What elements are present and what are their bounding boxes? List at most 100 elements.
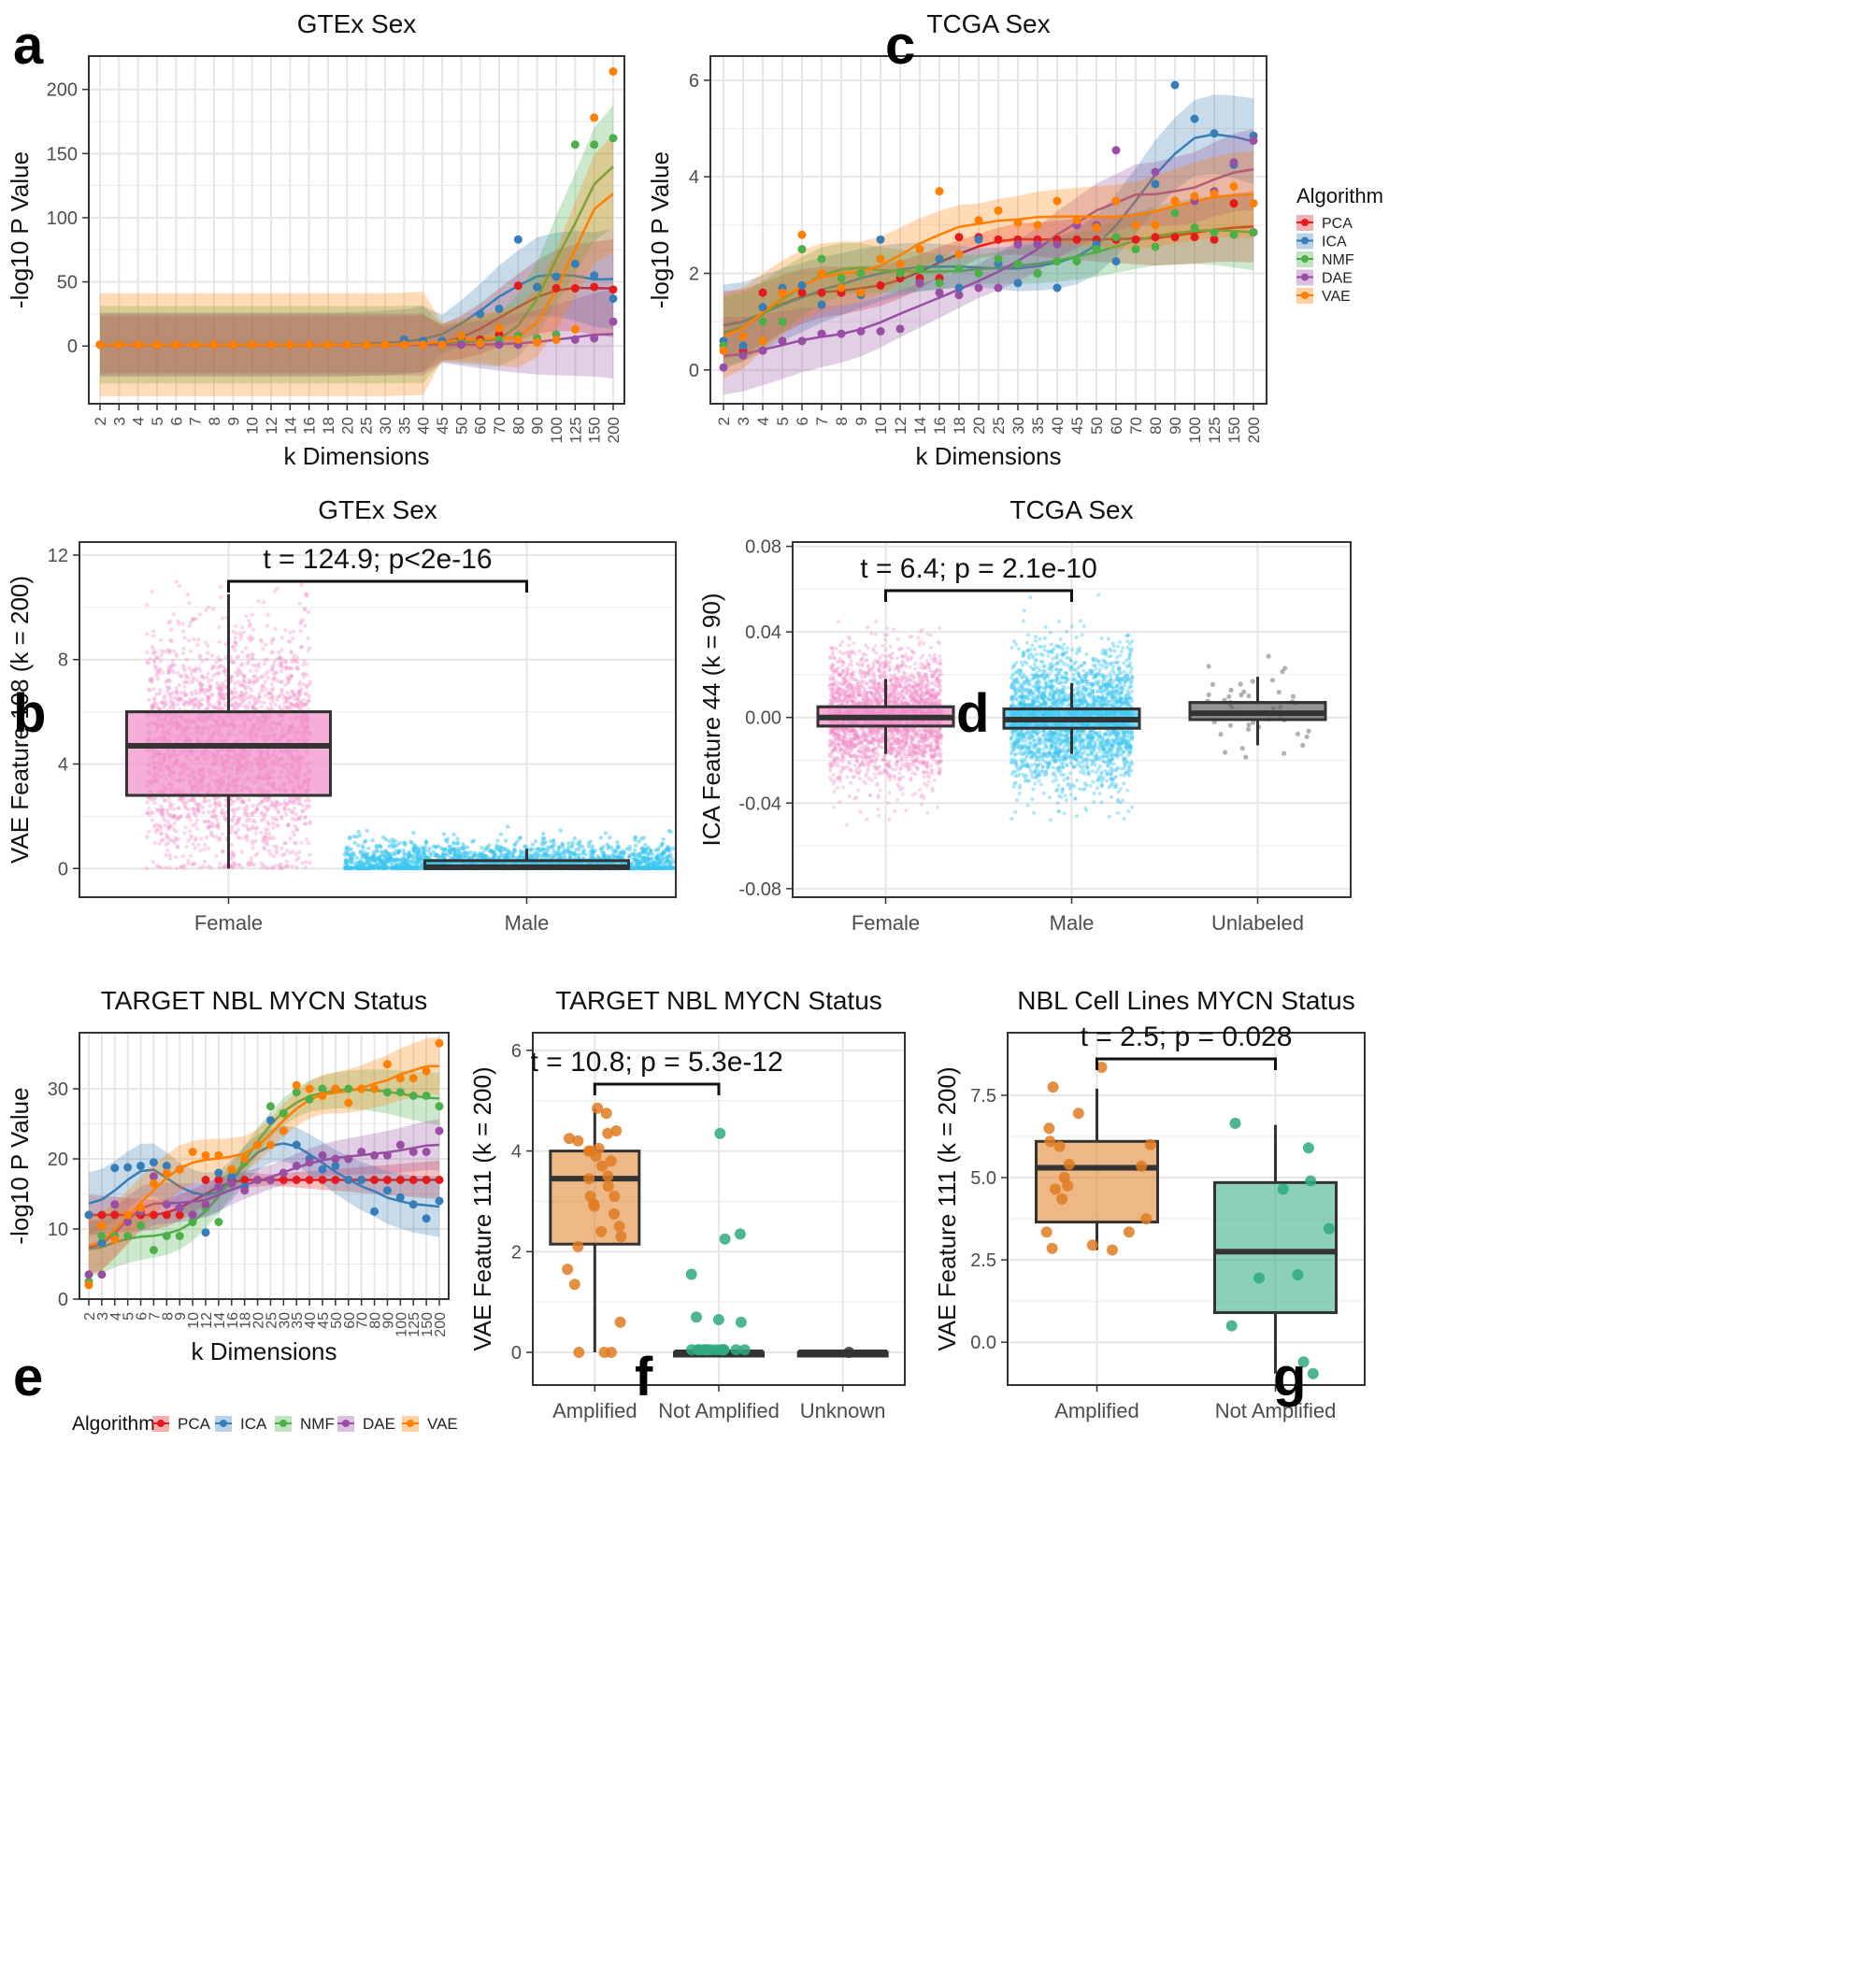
data-point-amplified (564, 1133, 575, 1145)
data-point-amplified (568, 1279, 580, 1291)
data-point-ica (1190, 114, 1199, 123)
data-point-not-amplified (719, 1233, 731, 1245)
data-point-dae (149, 1172, 158, 1181)
box-amplified (1035, 1139, 1159, 1224)
data-point-dae (1033, 240, 1042, 249)
data-point-dae (1111, 146, 1121, 155)
x-tick-label: 16 (301, 417, 319, 435)
x-tick-label: Not Amplified (1215, 1399, 1337, 1422)
data-point-pca (994, 235, 1003, 244)
x-tick-label: Female (852, 911, 920, 935)
data-point-dae (1151, 167, 1160, 177)
data-point-ica (738, 341, 748, 350)
data-point-vae (266, 340, 276, 350)
panel-label-f: f (635, 1347, 653, 1407)
data-point-amplified (1044, 1136, 1056, 1148)
data-point-vae (97, 1221, 107, 1230)
data-point-vae (380, 340, 390, 350)
x-tick-label: 50 (1088, 417, 1106, 435)
y-axis-label: -log10 P Value (6, 1087, 34, 1244)
data-point-nmf (895, 269, 905, 278)
x-tick-label: 14 (212, 1312, 228, 1329)
x-tick-label: 70 (355, 1312, 371, 1329)
data-point-ica (227, 1172, 236, 1181)
data-point-vae (95, 340, 105, 350)
legend-label-pca: PCA (178, 1415, 211, 1433)
data-point-nmf (1033, 269, 1042, 278)
x-tick-label: 6 (167, 417, 185, 425)
data-point-ica (408, 1200, 418, 1209)
data-point-dae (395, 1140, 405, 1150)
data-point-pca (240, 1176, 250, 1184)
data-point-vae (152, 340, 162, 350)
legend-label-ica: ICA (1322, 235, 1347, 250)
data-point-nmf (1151, 242, 1160, 251)
data-point-vae (533, 337, 542, 347)
data-point-pca (1151, 233, 1160, 242)
data-point-not-amplified (1292, 1269, 1304, 1280)
data-point-nmf (570, 140, 580, 150)
data-point-dae (370, 1150, 379, 1160)
data-point-vae (191, 340, 200, 350)
data-point-vae (399, 340, 408, 350)
data-point-dae (738, 350, 748, 360)
y-tick-label: 4 (689, 167, 699, 188)
y-tick-label: 0 (689, 361, 699, 381)
x-tick-label: 100 (394, 1312, 409, 1337)
y-tick-label: 0 (58, 1290, 68, 1310)
x-tick-label: 30 (1010, 417, 1027, 435)
data-point-dae (797, 336, 807, 346)
data-point-not-amplified (717, 1344, 729, 1356)
data-point-vae (123, 1210, 133, 1220)
x-tick-label: 80 (509, 417, 527, 435)
data-point-amplified (1062, 1179, 1074, 1192)
data-point-not-amplified (734, 1228, 746, 1240)
confidence-band-nmf (89, 1069, 439, 1277)
data-point-not-amplified (692, 1344, 704, 1356)
x-tick-label: 12 (199, 1312, 215, 1329)
data-point-nmf (123, 1232, 133, 1240)
trend-line-ica (88, 1142, 440, 1208)
y-axis-label: -log10 P Value (646, 151, 674, 308)
data-point-vae (188, 1148, 197, 1156)
data-point-nmf (778, 317, 787, 326)
data-point-dae (240, 1186, 250, 1195)
data-point-pca (279, 1176, 288, 1184)
data-point-amplified (1046, 1242, 1058, 1254)
data-point-dae (201, 1200, 210, 1209)
y-tick-label: 0.04 (745, 622, 781, 643)
data-point-pca (1210, 235, 1219, 244)
y-tick-label: 2 (511, 1242, 522, 1263)
data-point-ica (370, 1207, 379, 1216)
panel-g: 0.0 2.5 5.0 7.5 NBL Cell Lines MYCN Status VA… (933, 986, 1366, 1422)
y-tick-label: 2.5 (970, 1250, 996, 1271)
data-point-nmf (1131, 245, 1140, 254)
data-point-nmf (175, 1232, 184, 1240)
x-tick-label: 125 (566, 417, 584, 443)
significance-annotation: t = 124.9; p<2e-16 (263, 544, 492, 575)
data-point-vae (136, 1204, 146, 1212)
data-point-dae (456, 340, 465, 350)
y-axis-label: -log10 P Value (6, 151, 34, 308)
y-tick-label: 10 (48, 1220, 68, 1240)
x-tick-label: 20 (251, 1312, 267, 1329)
x-tick-label: 10 (872, 417, 890, 435)
x-tick-label: 10 (244, 417, 262, 435)
data-point-vae (590, 113, 599, 122)
data-point-not-amplified (1225, 1320, 1238, 1332)
data-point-vae (915, 245, 924, 254)
data-point-amplified (572, 1135, 584, 1147)
data-point-nmf (395, 1088, 405, 1097)
x-tick-label: 70 (1127, 417, 1145, 435)
data-point-nmf (305, 1094, 314, 1104)
legend-label-nmf: NMF (300, 1415, 335, 1433)
data-point-vae (175, 1164, 184, 1174)
data-point-vae (974, 216, 983, 225)
data-point-ica (382, 1186, 392, 1195)
data-point-ica (513, 235, 523, 244)
y-tick-label: 20 (48, 1150, 68, 1170)
data-point-vae (856, 288, 866, 297)
plot-border (79, 541, 677, 898)
